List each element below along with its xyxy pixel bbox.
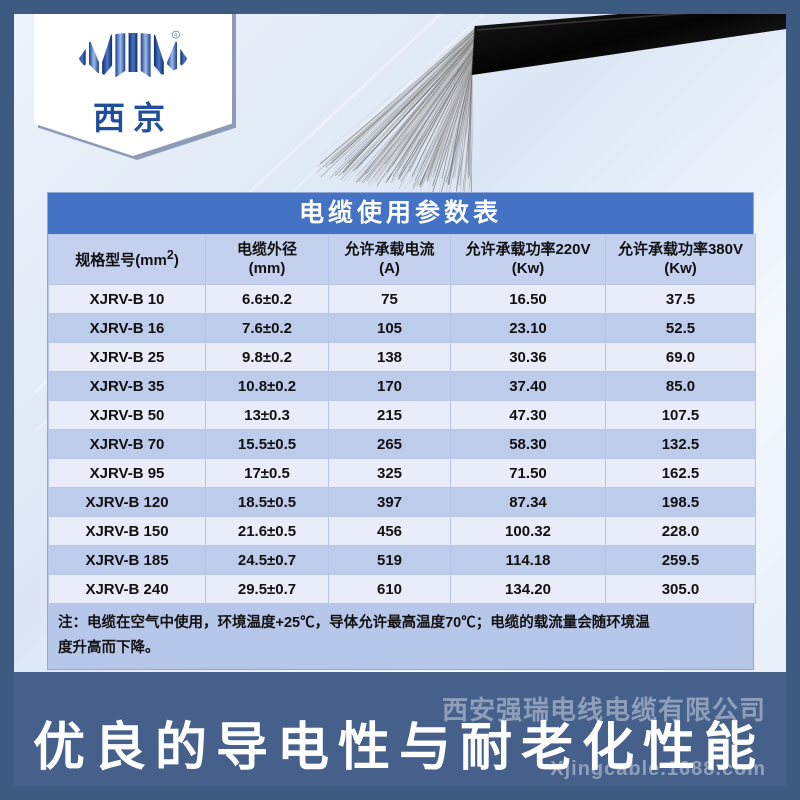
svg-text:R: R [174,32,177,37]
